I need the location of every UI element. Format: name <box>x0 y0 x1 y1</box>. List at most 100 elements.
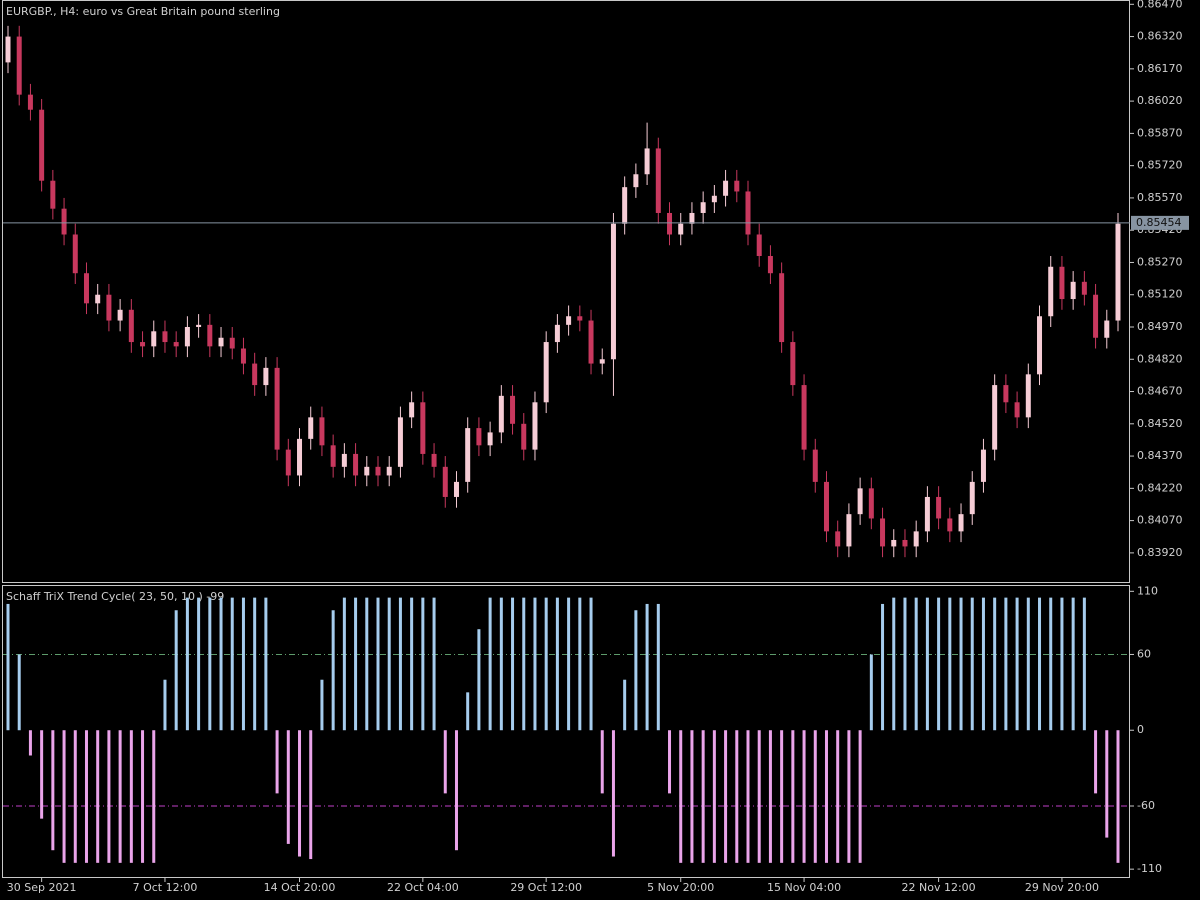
candle-body <box>442 466 448 497</box>
candle-body <box>723 180 729 196</box>
histogram-bar <box>1038 597 1042 731</box>
y-tick-label: 0.84820 <box>1137 352 1183 365</box>
histogram-bar <box>152 730 156 863</box>
candle-body <box>72 234 78 274</box>
candle-body <box>1048 266 1054 317</box>
candle-body <box>16 36 22 95</box>
histogram-bar <box>970 597 974 731</box>
candle-body <box>364 466 370 476</box>
candle-body <box>151 331 157 347</box>
histogram-bar <box>1105 730 1109 838</box>
candle-body <box>510 395 516 424</box>
candle-body <box>566 316 572 325</box>
candle-body <box>173 342 179 347</box>
candle-body <box>734 180 740 192</box>
histogram-bar <box>174 610 178 731</box>
candle-body <box>1037 316 1043 375</box>
candle-body <box>846 514 852 547</box>
candle-body <box>1059 266 1065 300</box>
histogram-bar <box>948 597 952 731</box>
candle-body <box>622 187 628 224</box>
y-tick-label: 0.84970 <box>1137 320 1183 333</box>
histogram-bar <box>959 597 963 731</box>
histogram-bar <box>600 730 604 794</box>
candle-body <box>521 423 527 450</box>
y-tick-label: 0.85270 <box>1137 255 1183 268</box>
y-tick-label: 0.86020 <box>1137 94 1183 107</box>
x-tick-label: 30 Sep 2021 <box>7 881 77 894</box>
y-tick-label: 60 <box>1137 647 1151 660</box>
histogram-bar <box>185 597 189 731</box>
candle-body <box>745 191 751 235</box>
histogram-bar <box>410 597 414 731</box>
candle-body <box>386 466 392 476</box>
candle-body <box>487 432 493 446</box>
x-tick-label: 15 Nov 04:00 <box>767 881 841 894</box>
histogram-bar <box>1094 730 1098 794</box>
candle-body <box>678 223 684 235</box>
candle-body <box>140 342 146 347</box>
last-price-label: 0.85454 <box>1136 216 1182 229</box>
histogram-bar <box>1116 730 1120 863</box>
candle-body <box>162 331 168 343</box>
histogram-bar <box>892 597 896 731</box>
candle-body <box>947 518 953 532</box>
histogram-bar <box>555 597 559 731</box>
candle-body <box>252 363 258 386</box>
histogram-bar <box>432 597 436 731</box>
candle-body <box>319 417 325 446</box>
candle-body <box>1115 223 1121 321</box>
y-tick-label: 0.86170 <box>1137 62 1183 75</box>
histogram-bar <box>668 730 672 794</box>
histogram-bar <box>645 603 649 731</box>
histogram-bar <box>724 730 728 863</box>
y-tick-label: 0.86320 <box>1137 30 1183 43</box>
x-tick-label: 5 Nov 20:00 <box>647 881 714 894</box>
candle-body <box>308 417 314 439</box>
histogram-bar <box>309 730 313 860</box>
histogram-bar <box>634 610 638 731</box>
chart-title: EURGBP., H4: euro vs Great Britain pound… <box>6 5 280 18</box>
y-tick-label: 0.85870 <box>1137 126 1183 139</box>
candle-body <box>891 539 897 547</box>
histogram-bar <box>342 597 346 731</box>
histogram-bar <box>118 730 122 863</box>
candle-body <box>39 109 45 181</box>
candle-body <box>1070 281 1076 300</box>
histogram-bar <box>488 597 492 731</box>
indicator-title: Schaff TriX Trend Cycle( 23, 50, 10 ) -9… <box>6 590 224 603</box>
histogram-bar <box>28 730 32 756</box>
candle-body <box>992 385 998 450</box>
histogram-bar <box>96 730 100 863</box>
histogram-bar <box>1004 597 1008 731</box>
candle-body <box>958 514 964 532</box>
histogram-bar <box>813 730 817 863</box>
histogram-bar <box>791 730 795 863</box>
histogram-bar <box>993 597 997 731</box>
histogram-bar <box>690 730 694 863</box>
y-tick-label: 0.85570 <box>1137 191 1183 204</box>
candle-body <box>880 518 886 547</box>
histogram-bar <box>197 597 201 731</box>
y-tick-label: 110 <box>1137 584 1158 597</box>
histogram-bar <box>219 597 223 731</box>
candle-body <box>95 294 101 304</box>
histogram-bar <box>757 730 761 863</box>
candle-body <box>5 36 11 63</box>
x-tick-label: 22 Oct 04:00 <box>387 881 459 894</box>
histogram-bar <box>241 597 245 731</box>
candle-body <box>857 488 863 515</box>
candle-body <box>263 367 269 386</box>
candle-body <box>902 539 908 547</box>
histogram-bar <box>331 610 335 731</box>
candle-body <box>969 481 975 515</box>
histogram-bar <box>522 597 526 731</box>
candle-body <box>274 367 280 450</box>
histogram-bar <box>6 603 10 731</box>
histogram-bar <box>320 679 324 731</box>
histogram-bar <box>376 597 380 731</box>
histogram-bar <box>925 597 929 731</box>
histogram-bar <box>40 730 44 819</box>
histogram-bar <box>264 597 268 731</box>
